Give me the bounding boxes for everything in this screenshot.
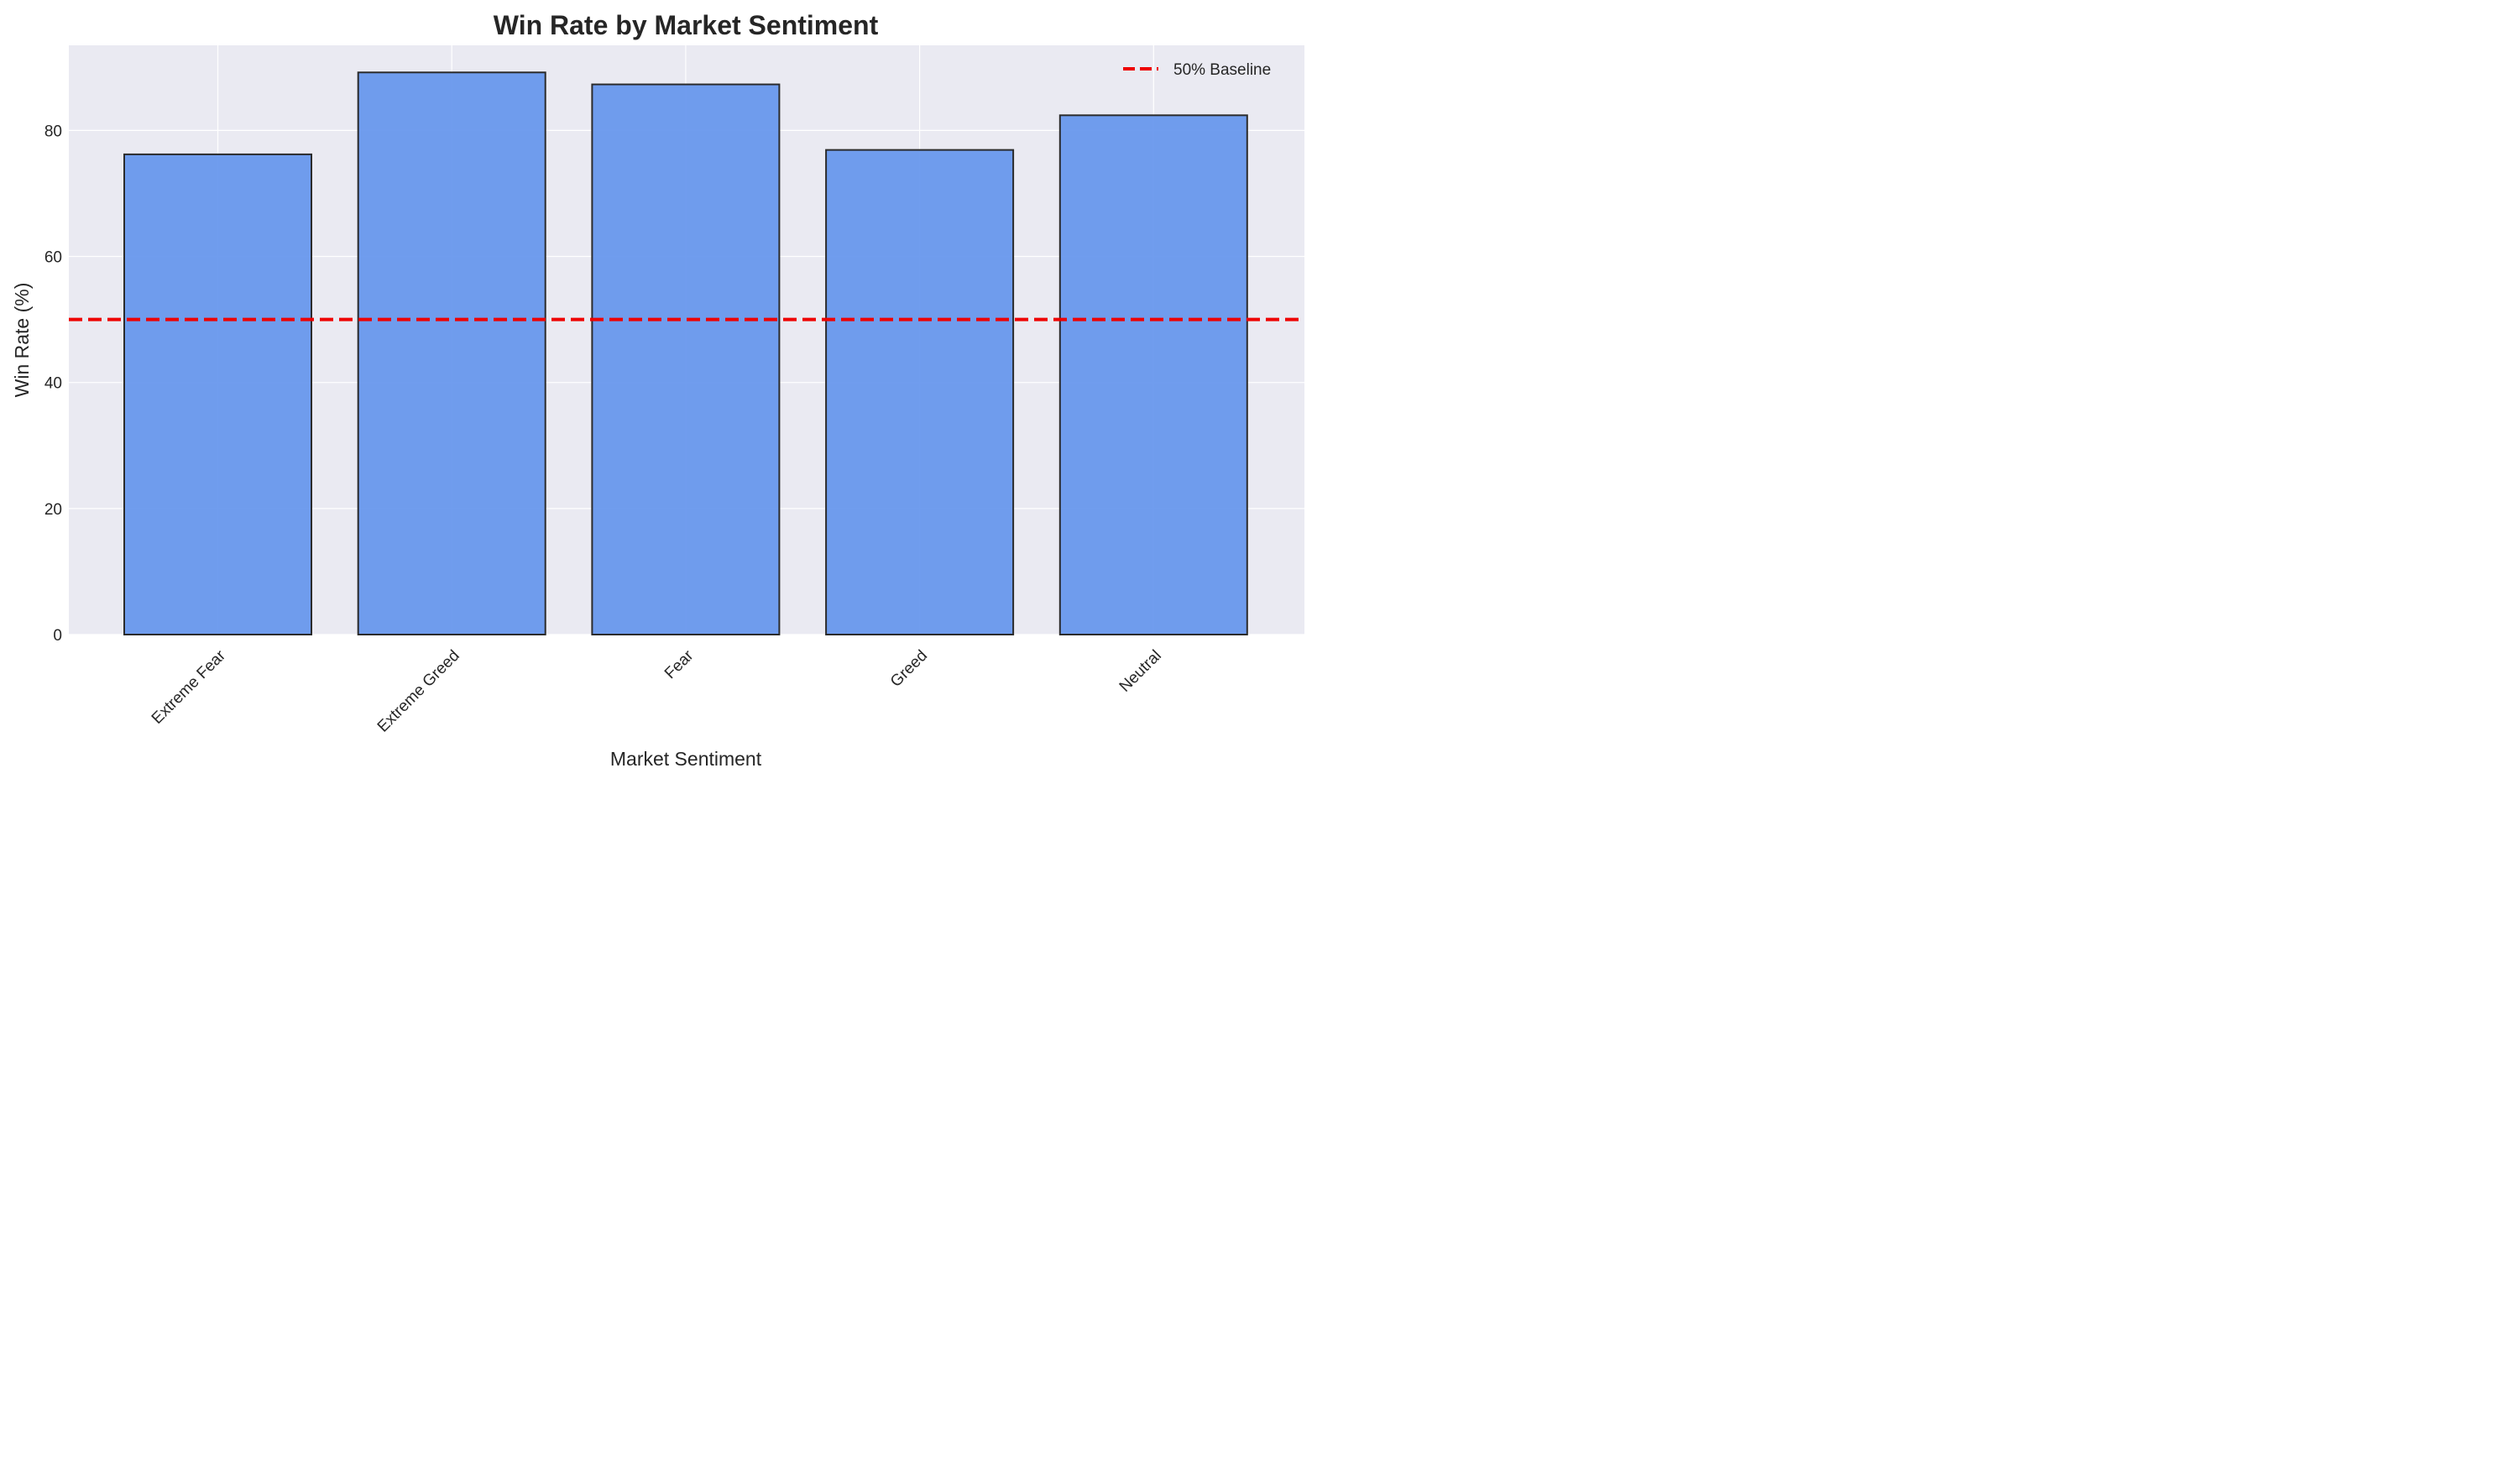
legend-baseline-label: 50% Baseline [1173, 61, 1271, 79]
y-tick-label: 0 [53, 627, 62, 645]
y-tick-label: 20 [44, 501, 62, 519]
legend: 50% Baseline [1123, 61, 1271, 79]
y-tick-label: 40 [44, 375, 62, 393]
y-tick-label: 80 [44, 123, 62, 140]
y-axis-ticks: 0 20 40 60 80 [44, 123, 62, 645]
bar-extreme-fear [123, 153, 312, 635]
bar-fear [591, 83, 781, 635]
x-axis-label: Market Sentiment [610, 748, 762, 770]
bar-neutral [1058, 114, 1248, 635]
bar-extreme-greed [357, 71, 546, 636]
y-axis-label: Win Rate (%) [11, 283, 33, 398]
chart-title: Win Rate by Market Sentiment [494, 10, 879, 40]
bar-greed [825, 149, 1015, 635]
y-tick-label: 60 [44, 249, 62, 267]
bars [123, 71, 1248, 636]
